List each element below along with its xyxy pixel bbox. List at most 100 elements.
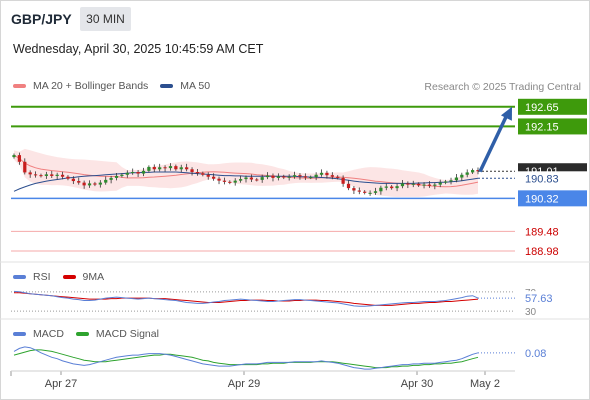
candle-body	[395, 186, 399, 189]
candle-body	[39, 175, 43, 177]
candle-body	[460, 174, 464, 178]
level-tag-resistance	[518, 118, 587, 135]
ma50-last-label: 190.83	[525, 173, 559, 185]
rsi-line	[13, 290, 479, 307]
level-label-support: 189.48	[525, 226, 559, 238]
candle-body	[325, 172, 329, 176]
candle-body	[212, 176, 216, 179]
macd-last-label: 0.08	[525, 348, 546, 360]
target-arrow-shaft	[478, 114, 509, 173]
bollinger-band-fill	[14, 148, 478, 197]
candle-body	[152, 166, 156, 170]
legend-label-macd-signal: MACD Signal	[95, 328, 159, 340]
candle-body	[444, 181, 448, 183]
candle-body	[28, 172, 32, 175]
candle-body	[201, 173, 205, 175]
legend-label-macd: MACD	[33, 328, 64, 340]
legend-item-bollinger: MA 20 + Bollinger Bands	[13, 80, 148, 92]
candle-body	[476, 170, 480, 172]
candle-body	[23, 161, 27, 173]
chart-datetime: Wednesday, April 30, 2025 10:45:59 AM CE…	[13, 42, 264, 56]
legend-swatch-9ma	[62, 275, 76, 279]
candle-body	[346, 183, 351, 189]
candle-body	[136, 172, 140, 174]
candle-body	[179, 167, 183, 170]
candle-body	[422, 184, 426, 186]
candle-body	[433, 184, 437, 186]
candle-body	[228, 181, 232, 183]
candle-body	[336, 176, 340, 178]
candle-body	[98, 182, 102, 185]
rsi-9ma-line	[14, 292, 479, 306]
legend-swatch-bollinger	[13, 84, 26, 88]
interval-button[interactable]: 30 MIN	[80, 7, 131, 31]
candle-body	[163, 167, 167, 169]
candle-body	[449, 180, 453, 182]
legend-item-macd: MACD	[13, 328, 64, 340]
candle-body	[390, 186, 394, 189]
candle-body	[147, 166, 151, 171]
candle-body	[260, 177, 264, 180]
candle-body	[66, 176, 70, 179]
legend-swatch-ma50	[160, 84, 174, 88]
legend-label-ma50: MA 50	[180, 80, 211, 92]
candle-body	[60, 174, 65, 177]
candle-body	[357, 190, 361, 192]
candle-body	[93, 183, 97, 185]
legend-swatch-macd	[13, 332, 26, 336]
x-tick-label: Apr 30	[401, 378, 433, 390]
rsi-reference-label: 30	[525, 307, 537, 318]
candle-body	[104, 179, 108, 183]
candle-body	[71, 178, 75, 182]
legend-swatch-macd-signal	[75, 332, 89, 336]
candle-body	[309, 177, 313, 179]
candle-body	[77, 181, 81, 183]
candle-body	[319, 172, 324, 175]
candle-body	[168, 166, 173, 169]
candle-body	[17, 155, 22, 162]
rsi-last-tag	[520, 291, 560, 305]
macd-signal-line	[13, 349, 479, 369]
legend-item-macd-signal: MACD Signal	[75, 328, 159, 340]
candle-body	[174, 166, 178, 170]
candle-body	[114, 175, 119, 178]
candle-body	[373, 191, 378, 193]
candle-body	[255, 179, 259, 181]
candle-body	[352, 188, 356, 191]
candle-body	[265, 175, 270, 178]
candle-body	[109, 177, 113, 180]
candle-body	[330, 175, 334, 177]
rsi-last-label: 57.63	[525, 293, 553, 305]
candle-body	[465, 172, 469, 175]
candle-body	[233, 180, 237, 183]
candle-body	[50, 174, 54, 176]
candle-body	[12, 155, 16, 158]
candle-body	[379, 187, 383, 192]
candle-body	[249, 177, 254, 180]
candle-body	[120, 174, 124, 176]
candle-body	[158, 167, 162, 170]
candle-body	[87, 183, 92, 186]
candle-body	[185, 167, 189, 170]
candle-body	[470, 170, 475, 173]
candle-body	[195, 172, 200, 174]
candle-body	[217, 178, 221, 181]
level-label-support: 188.98	[525, 246, 559, 258]
candle-body	[384, 186, 388, 188]
candle-body	[244, 177, 248, 180]
candle-body	[363, 191, 367, 193]
candle-body	[44, 174, 48, 176]
candle-body	[282, 176, 286, 178]
level-label-pivot: 190.32	[525, 193, 559, 205]
candle-body	[427, 184, 432, 186]
candle-body	[33, 174, 38, 176]
candle-body	[292, 175, 297, 177]
candle-body	[298, 175, 302, 177]
candle-body	[303, 176, 307, 178]
macd-line	[13, 346, 479, 370]
ma50-tag	[518, 171, 587, 186]
candle-body	[222, 180, 227, 182]
candle-body	[314, 174, 318, 178]
macd-legend: MACD MACD Signal	[13, 328, 171, 340]
